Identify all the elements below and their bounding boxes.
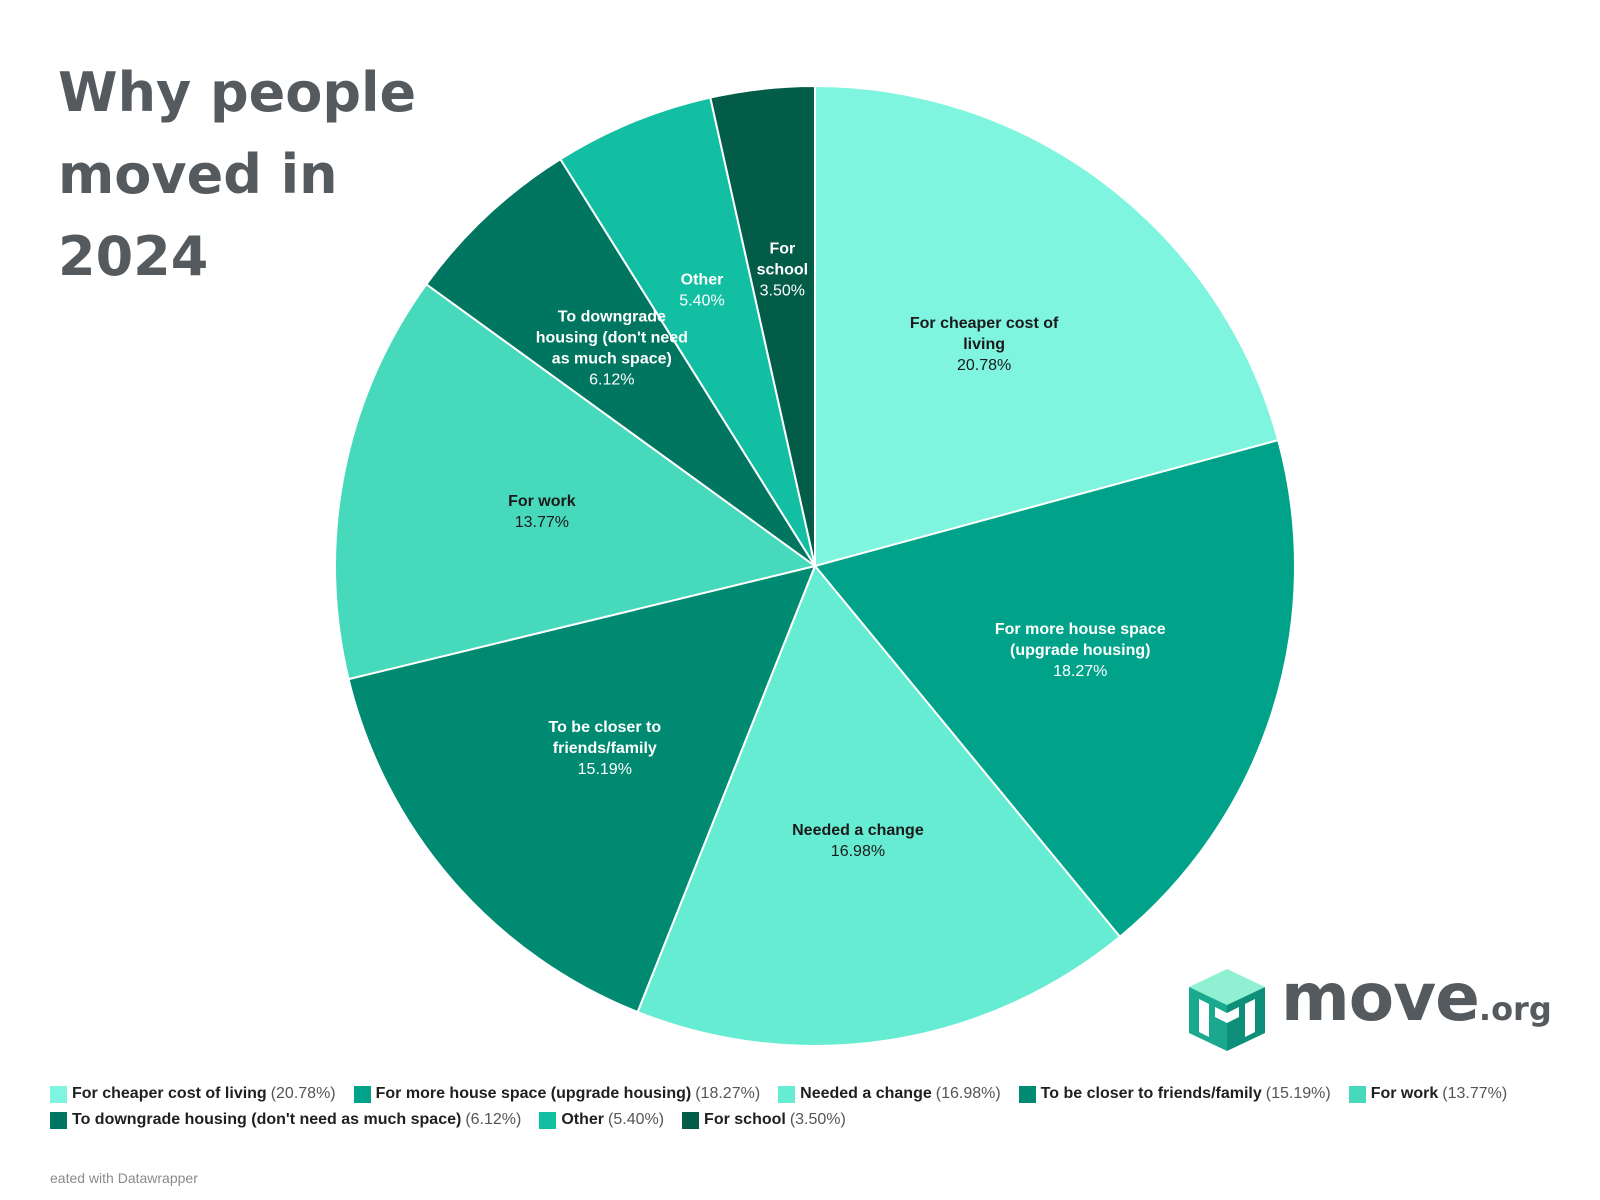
legend-swatch [50, 1085, 67, 1103]
slice-label: For more house space (upgrade housing) 18.… [995, 621, 1166, 680]
pie-slice [347, 564, 817, 1014]
pie-slice [636, 564, 1122, 1047]
slice-label-name: (upgrade housing) [1010, 642, 1150, 659]
logo-suffix: .org [1478, 990, 1552, 1028]
legend-item: For cheaper cost of living (20.78%) [50, 1085, 336, 1103]
legend-label: For work [1370, 1085, 1439, 1102]
legend-value: (6.12%) [465, 1111, 522, 1128]
slice-label-value: 16.98% [831, 843, 885, 860]
slice-label-name: friends/family [553, 740, 657, 757]
title-line: 2024 [58, 225, 209, 288]
slice-label-value: 20.78% [957, 357, 1011, 374]
slice-label: To be closer to friends/family 15.19% [548, 719, 661, 778]
legend-item: For more house space (upgrade housing) (1… [353, 1085, 761, 1103]
slice-label-name: For cheaper cost of [910, 315, 1059, 332]
pie-slice [334, 282, 818, 681]
slice-label-value: 3.50% [760, 282, 805, 299]
slice-label-name: housing (don't need [536, 329, 688, 346]
slice-label-name: For work [508, 493, 576, 510]
legend-label: For school [704, 1111, 786, 1128]
legend-label: To downgrade housing (don't need as much… [72, 1111, 462, 1128]
legend-item: Other (5.40%) [539, 1111, 664, 1129]
legend-label: Other [561, 1111, 605, 1128]
slice-label: Needed a change 16.98% [792, 822, 924, 860]
slice-label-name: For [769, 240, 795, 257]
chart-legend: For cheaper cost of living (20.78%) For mo… [50, 1085, 1570, 1129]
title-line: Why people [58, 61, 417, 124]
slice-label-name: Other [681, 271, 724, 288]
slice-label-name: school [757, 261, 809, 278]
legend-swatch [1018, 1085, 1036, 1103]
slice-label-name: To downgrade [558, 308, 666, 325]
legend-value: (5.40%) [608, 1111, 665, 1128]
move-org-logo: move.org [1185, 959, 1585, 1060]
legend-value: (13.77%) [1442, 1085, 1508, 1102]
slice-label-name: For more house space [995, 621, 1166, 638]
slice-label-value: 5.40% [679, 292, 724, 309]
legend-value: (3.50%) [789, 1111, 846, 1128]
legend-item: Needed a change (16.98%) [778, 1085, 1001, 1103]
title-line: moved in [58, 143, 338, 206]
chart-title: Why people moved in 2024 [58, 52, 416, 298]
legend-value: (15.19%) [1265, 1085, 1331, 1102]
legend-swatch [778, 1085, 796, 1103]
slice-label-name: To be closer to [548, 719, 661, 736]
slice-label-value: 15.19% [578, 761, 632, 778]
pie-slices [334, 84, 1296, 1047]
slice-label-value: 13.77% [515, 514, 569, 531]
logo-name: move [1281, 959, 1480, 1036]
slice-label-value: 18.27% [1053, 663, 1107, 680]
slice-label: For school 3.50% [757, 240, 809, 299]
legend-value: (16.98%) [935, 1085, 1001, 1102]
pie-slice [558, 96, 816, 567]
pie-chart: For cheaper cost of living 20.78% For more … [334, 84, 1296, 1047]
slice-label-value: 6.12% [589, 371, 634, 388]
legend-label: To be closer to friends/family [1040, 1085, 1262, 1102]
legend-swatch [539, 1111, 557, 1129]
legend-item: To downgrade housing (don't need as much… [50, 1111, 521, 1129]
slice-label-name: as much space) [552, 350, 672, 367]
logo-wordmark: move.org [1281, 959, 1552, 1036]
legend-value: (18.27%) [695, 1085, 761, 1102]
legend-swatch [50, 1111, 67, 1129]
legend-label: Needed a change [800, 1085, 932, 1102]
credit-footer: eated with Datawrapper [50, 1170, 198, 1186]
legend-label: For more house space (upgrade housing) [375, 1085, 692, 1102]
slice-label-name: living [963, 336, 1005, 353]
slice-label: Other 5.40% [679, 271, 724, 309]
pie-labels: For cheaper cost of living 20.78% For more … [508, 240, 1166, 859]
pie-slice [813, 438, 1296, 939]
legend-item: For school (3.50%) [682, 1111, 846, 1129]
pie-slice [709, 84, 816, 567]
slice-label: To downgrade housing (don't need as much s… [536, 308, 688, 388]
legend-swatch [353, 1085, 371, 1103]
pie-slice [814, 84, 1280, 568]
legend-value: (20.78%) [270, 1085, 336, 1102]
slice-label-name: Needed a change [792, 822, 924, 839]
legend-swatch [682, 1111, 700, 1129]
legend-label: For cheaper cost of living [72, 1085, 267, 1102]
legend-item: To be closer to friends/family (15.19%) [1018, 1085, 1331, 1103]
cube-logo-icon [1189, 969, 1265, 1051]
legend-swatch [1348, 1085, 1366, 1103]
pie-slice [424, 157, 816, 567]
slice-label: For work 13.77% [508, 493, 576, 531]
legend-item: For work (13.77%) [1348, 1085, 1508, 1103]
slice-label: For cheaper cost of living 20.78% [910, 315, 1059, 374]
